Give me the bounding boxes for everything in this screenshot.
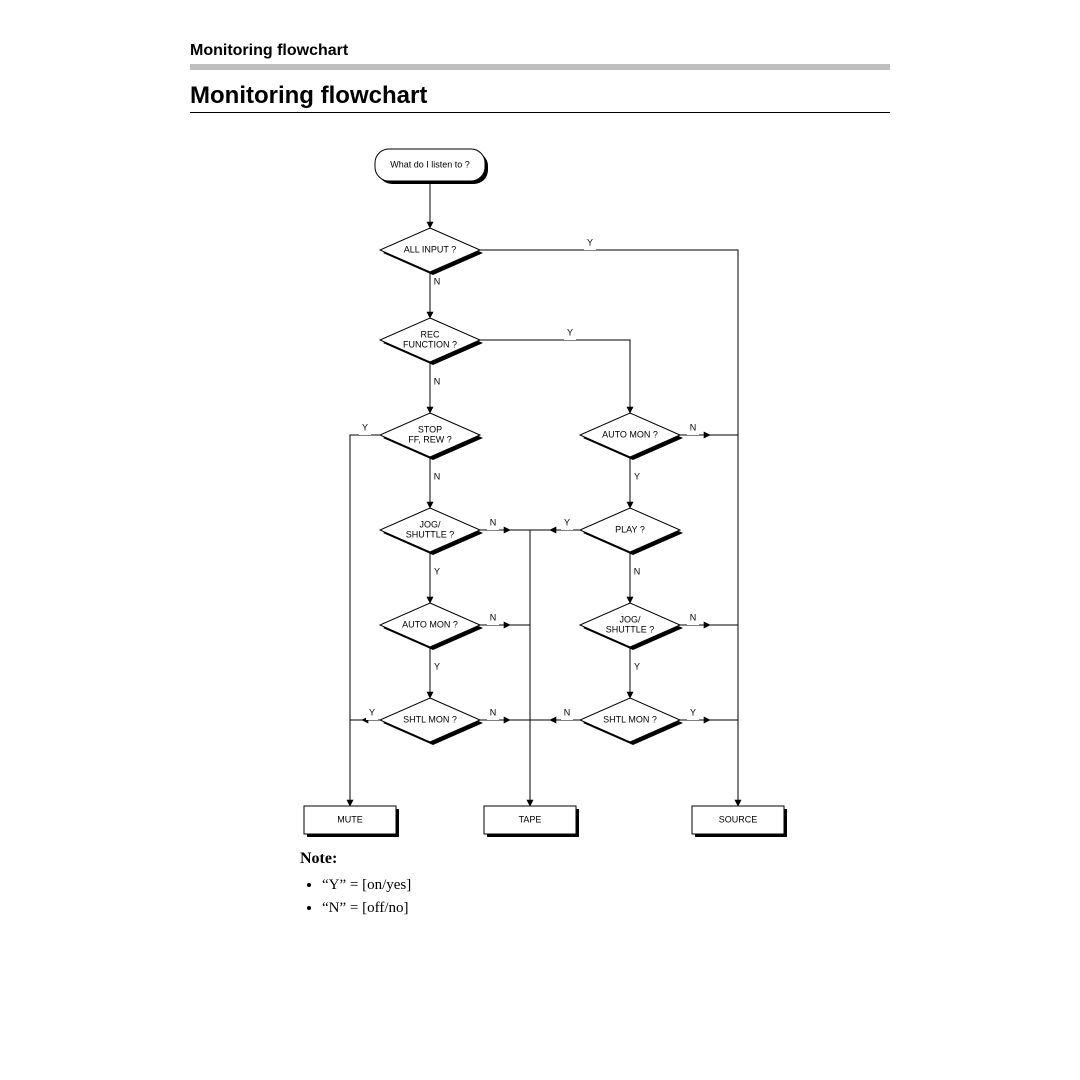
running-head: Monitoring flowchart (190, 42, 348, 60)
svg-text:REC: REC (420, 329, 440, 339)
svg-text:N: N (564, 707, 571, 717)
svg-text:N: N (434, 376, 441, 386)
notes-list: “Y” = [on/yes] “N” = [off/no] (300, 874, 800, 919)
svg-text:Y: Y (362, 422, 368, 432)
svg-text:JOG/: JOG/ (419, 519, 441, 529)
flowchart-svg: N N N Y Y Y Y Y N Y N N Y Y Y N N N Y N What do I listen to … (190, 130, 890, 860)
svg-text:What do I listen to ?: What do I listen to ? (390, 159, 470, 169)
svg-text:Y: Y (369, 707, 375, 717)
svg-text:N: N (490, 707, 497, 717)
svg-text:SHTL MON ?: SHTL MON ? (603, 714, 657, 724)
svg-text:N: N (434, 276, 441, 286)
svg-text:STOP: STOP (418, 424, 442, 434)
svg-text:N: N (434, 471, 441, 481)
svg-text:N: N (690, 422, 697, 432)
svg-text:Y: Y (434, 661, 440, 671)
notes-item: “Y” = [on/yes] (322, 874, 800, 897)
svg-text:Y: Y (567, 327, 573, 337)
svg-text:N: N (490, 517, 497, 527)
svg-text:Y: Y (434, 566, 440, 576)
svg-text:ALL INPUT ?: ALL INPUT ? (404, 244, 457, 254)
svg-text:FUNCTION ?: FUNCTION ? (403, 339, 457, 349)
flowchart: N N N Y Y Y Y Y N Y N N Y Y Y N N N Y N What do I listen to … (190, 130, 890, 860)
notes-title: Note: (300, 850, 800, 868)
notes-item: “N” = [off/no] (322, 897, 800, 920)
svg-text:MUTE: MUTE (337, 814, 363, 824)
svg-text:SOURCE: SOURCE (719, 814, 758, 824)
svg-text:Y: Y (587, 237, 593, 247)
svg-text:PLAY ?: PLAY ? (615, 524, 645, 534)
svg-text:N: N (634, 566, 641, 576)
section-underline (190, 112, 890, 113)
page: Monitoring flowchart Monitoring flowchar… (0, 0, 1080, 1080)
header-gray-rule (190, 64, 890, 70)
svg-text:TAPE: TAPE (519, 814, 542, 824)
svg-text:SHUTTLE ?: SHUTTLE ? (406, 529, 455, 539)
section-title: Monitoring flowchart (190, 82, 427, 110)
svg-text:AUTO MON ?: AUTO MON ? (402, 619, 458, 629)
svg-text:FF, REW ?: FF, REW ? (408, 434, 452, 444)
svg-text:JOG/: JOG/ (619, 614, 641, 624)
notes-section: Note: “Y” = [on/yes] “N” = [off/no] (300, 850, 800, 919)
svg-text:Y: Y (690, 707, 696, 717)
svg-text:Y: Y (634, 471, 640, 481)
svg-text:AUTO MON ?: AUTO MON ? (602, 429, 658, 439)
svg-text:Y: Y (564, 517, 570, 527)
svg-text:N: N (490, 612, 497, 622)
svg-text:SHTL MON ?: SHTL MON ? (403, 714, 457, 724)
svg-text:SHUTTLE ?: SHUTTLE ? (606, 624, 655, 634)
svg-text:N: N (690, 612, 697, 622)
svg-text:Y: Y (634, 661, 640, 671)
